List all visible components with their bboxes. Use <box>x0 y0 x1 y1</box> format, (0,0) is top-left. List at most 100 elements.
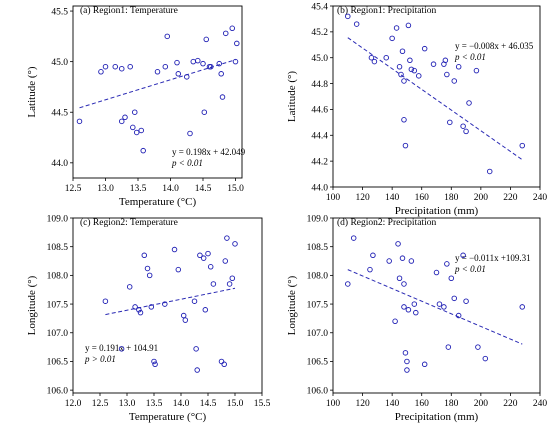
panel-d-data-point <box>345 281 351 287</box>
panel-c-data-point <box>202 307 209 313</box>
panel-c-xtick-label: 15.0 <box>227 399 244 409</box>
panel-d-ytick-label: 106.5 <box>307 358 329 368</box>
panel-d-ytick-label: 107.5 <box>307 300 329 310</box>
panel-c-data-point <box>205 250 211 257</box>
panel-b-title: (b) Region1: Precipitation <box>337 5 436 16</box>
panel-c-xtick-label: 14.0 <box>173 399 190 409</box>
panel-d-ylabel: Longitude (°) <box>286 275 298 335</box>
panel-b-data-point <box>463 128 469 135</box>
panel-d-data-point <box>401 304 407 310</box>
panel-d-data-point <box>433 269 440 276</box>
panel-d-data-point <box>399 255 406 261</box>
panel-d-title: (d) Region2: Precipitation <box>337 217 436 228</box>
panel-d-xtick-label: 180 <box>444 399 459 409</box>
panel-c-data-point <box>197 252 203 259</box>
panel-d-data-point <box>451 295 457 302</box>
panel-c-ytick-label: 108.5 <box>47 243 69 253</box>
panel-b-xtick-label: 120 <box>355 193 370 203</box>
panel-d-xtick-label: 240 <box>533 399 548 409</box>
panel-d-data-point <box>444 261 450 267</box>
panel-c-data-point <box>152 361 158 368</box>
panel-c-data-point <box>180 312 187 319</box>
panel-d-xtick-label: 120 <box>355 399 370 409</box>
panel-c-ytick-label: 106.5 <box>47 358 69 368</box>
panel-a-data-point <box>201 109 208 115</box>
panel-c-title: (c) Region2: Temperature <box>80 217 178 228</box>
panel-c-data-point <box>141 252 148 259</box>
panel-c-data-point <box>221 361 227 368</box>
panel-a-data-point <box>112 63 118 70</box>
panel-c-equation: y = 0.191x + 104.91 <box>85 343 158 353</box>
panel-b-ytick-label: 44.6 <box>311 106 328 116</box>
panel-b-data-point <box>399 48 406 55</box>
panel-c-data-point <box>226 281 233 287</box>
panel-a-ytick-label: 44.0 <box>51 159 68 169</box>
panel-d-data-point <box>402 350 409 356</box>
panel-c-data-point <box>210 281 217 287</box>
panel-d-data-point <box>395 241 401 247</box>
panel-b-xtick-label: 140 <box>385 193 400 203</box>
panel-b-data-point <box>411 67 418 74</box>
panel-b-pvalue: p < 0.01 <box>454 52 486 62</box>
panel-a-data-point <box>222 30 229 37</box>
panel-b-data-point <box>455 64 462 70</box>
panel-a-data-point <box>218 71 224 77</box>
panel-d-data-point <box>475 344 481 350</box>
panel-a-data-point <box>234 40 240 47</box>
panel-c-pvalue: p > 0.01 <box>84 354 116 364</box>
panel-b-data-point <box>447 119 453 126</box>
panel-c-xtick-label: 12.5 <box>92 399 109 409</box>
panel-d-xtick-label: 140 <box>385 399 400 409</box>
panel-a-data-point <box>229 25 235 32</box>
panel-d-data-point <box>386 258 392 264</box>
panel-c-data-point <box>146 272 153 279</box>
panel-d-data-point <box>404 358 410 365</box>
panel-a-data-point <box>130 124 136 131</box>
panel-b-data-point <box>402 142 409 149</box>
panel-c-frame <box>72 217 263 394</box>
panel-d-ytick-label: 108.0 <box>307 272 329 282</box>
panel-c-data-point <box>222 258 229 264</box>
panel-b-ylabel: Latitude (°) <box>286 71 298 122</box>
panel-c-data-point <box>126 284 133 290</box>
panel-d-trend-line <box>347 269 523 345</box>
panel-c-data-point <box>194 367 200 373</box>
panel-a-data-point <box>102 63 109 70</box>
panel-a-data-point <box>200 60 206 67</box>
panel-a-xtick-label: 14.0 <box>162 184 179 194</box>
panel-c-xtick-label: 12.0 <box>65 399 82 409</box>
panel-c-xtick-label: 14.5 <box>200 399 217 409</box>
panel-b-xtick-label: 160 <box>415 193 430 203</box>
panel-b-data-point <box>353 21 360 27</box>
panel-a-temperature-latitude: (a) Region1: Temperature y = 0.198x + 42… <box>26 5 246 208</box>
panel-c-data-point <box>191 298 198 304</box>
panel-a-pvalue: p < 0.01 <box>171 158 203 168</box>
panel-a-equation: y = 0.198x + 42.049 <box>172 147 246 157</box>
panel-a-data-point <box>195 57 201 64</box>
panel-c-ylabel: Longitude (°) <box>26 275 38 335</box>
panel-d-ytick-label: 107.0 <box>307 329 329 339</box>
panel-b-data-point <box>460 123 466 129</box>
panel-a-data-point <box>175 71 182 77</box>
panel-d-data-point <box>482 355 489 362</box>
panel-d-xtick-label: 160 <box>415 399 430 409</box>
panel-d-data-point <box>441 304 447 310</box>
panel-c-data-point <box>232 241 238 247</box>
panel-b-data-point <box>398 71 404 78</box>
panel-b-ytick-label: 44.2 <box>311 157 328 167</box>
panel-a-data-point <box>232 58 239 65</box>
panel-d-data-point <box>370 252 376 259</box>
panel-b-data-point <box>389 35 395 42</box>
panel-c-data-point <box>118 346 125 352</box>
panel-b-xtick-label: 100 <box>326 193 341 203</box>
panel-a-xtick-label: 12.5 <box>65 184 82 194</box>
panel-c-data-point <box>193 346 199 352</box>
panel-c-xtick-label: 13.5 <box>146 399 163 409</box>
panel-d-equation: y = −0.011x +109.31 <box>455 253 531 263</box>
panel-d-data-point <box>392 318 398 325</box>
panel-d-ytick-label: 106.0 <box>307 386 329 396</box>
panel-c-xlabel: Temperature (°C) <box>129 411 207 423</box>
panel-a-data-point <box>118 65 125 72</box>
panel-c-data-point <box>148 304 155 310</box>
